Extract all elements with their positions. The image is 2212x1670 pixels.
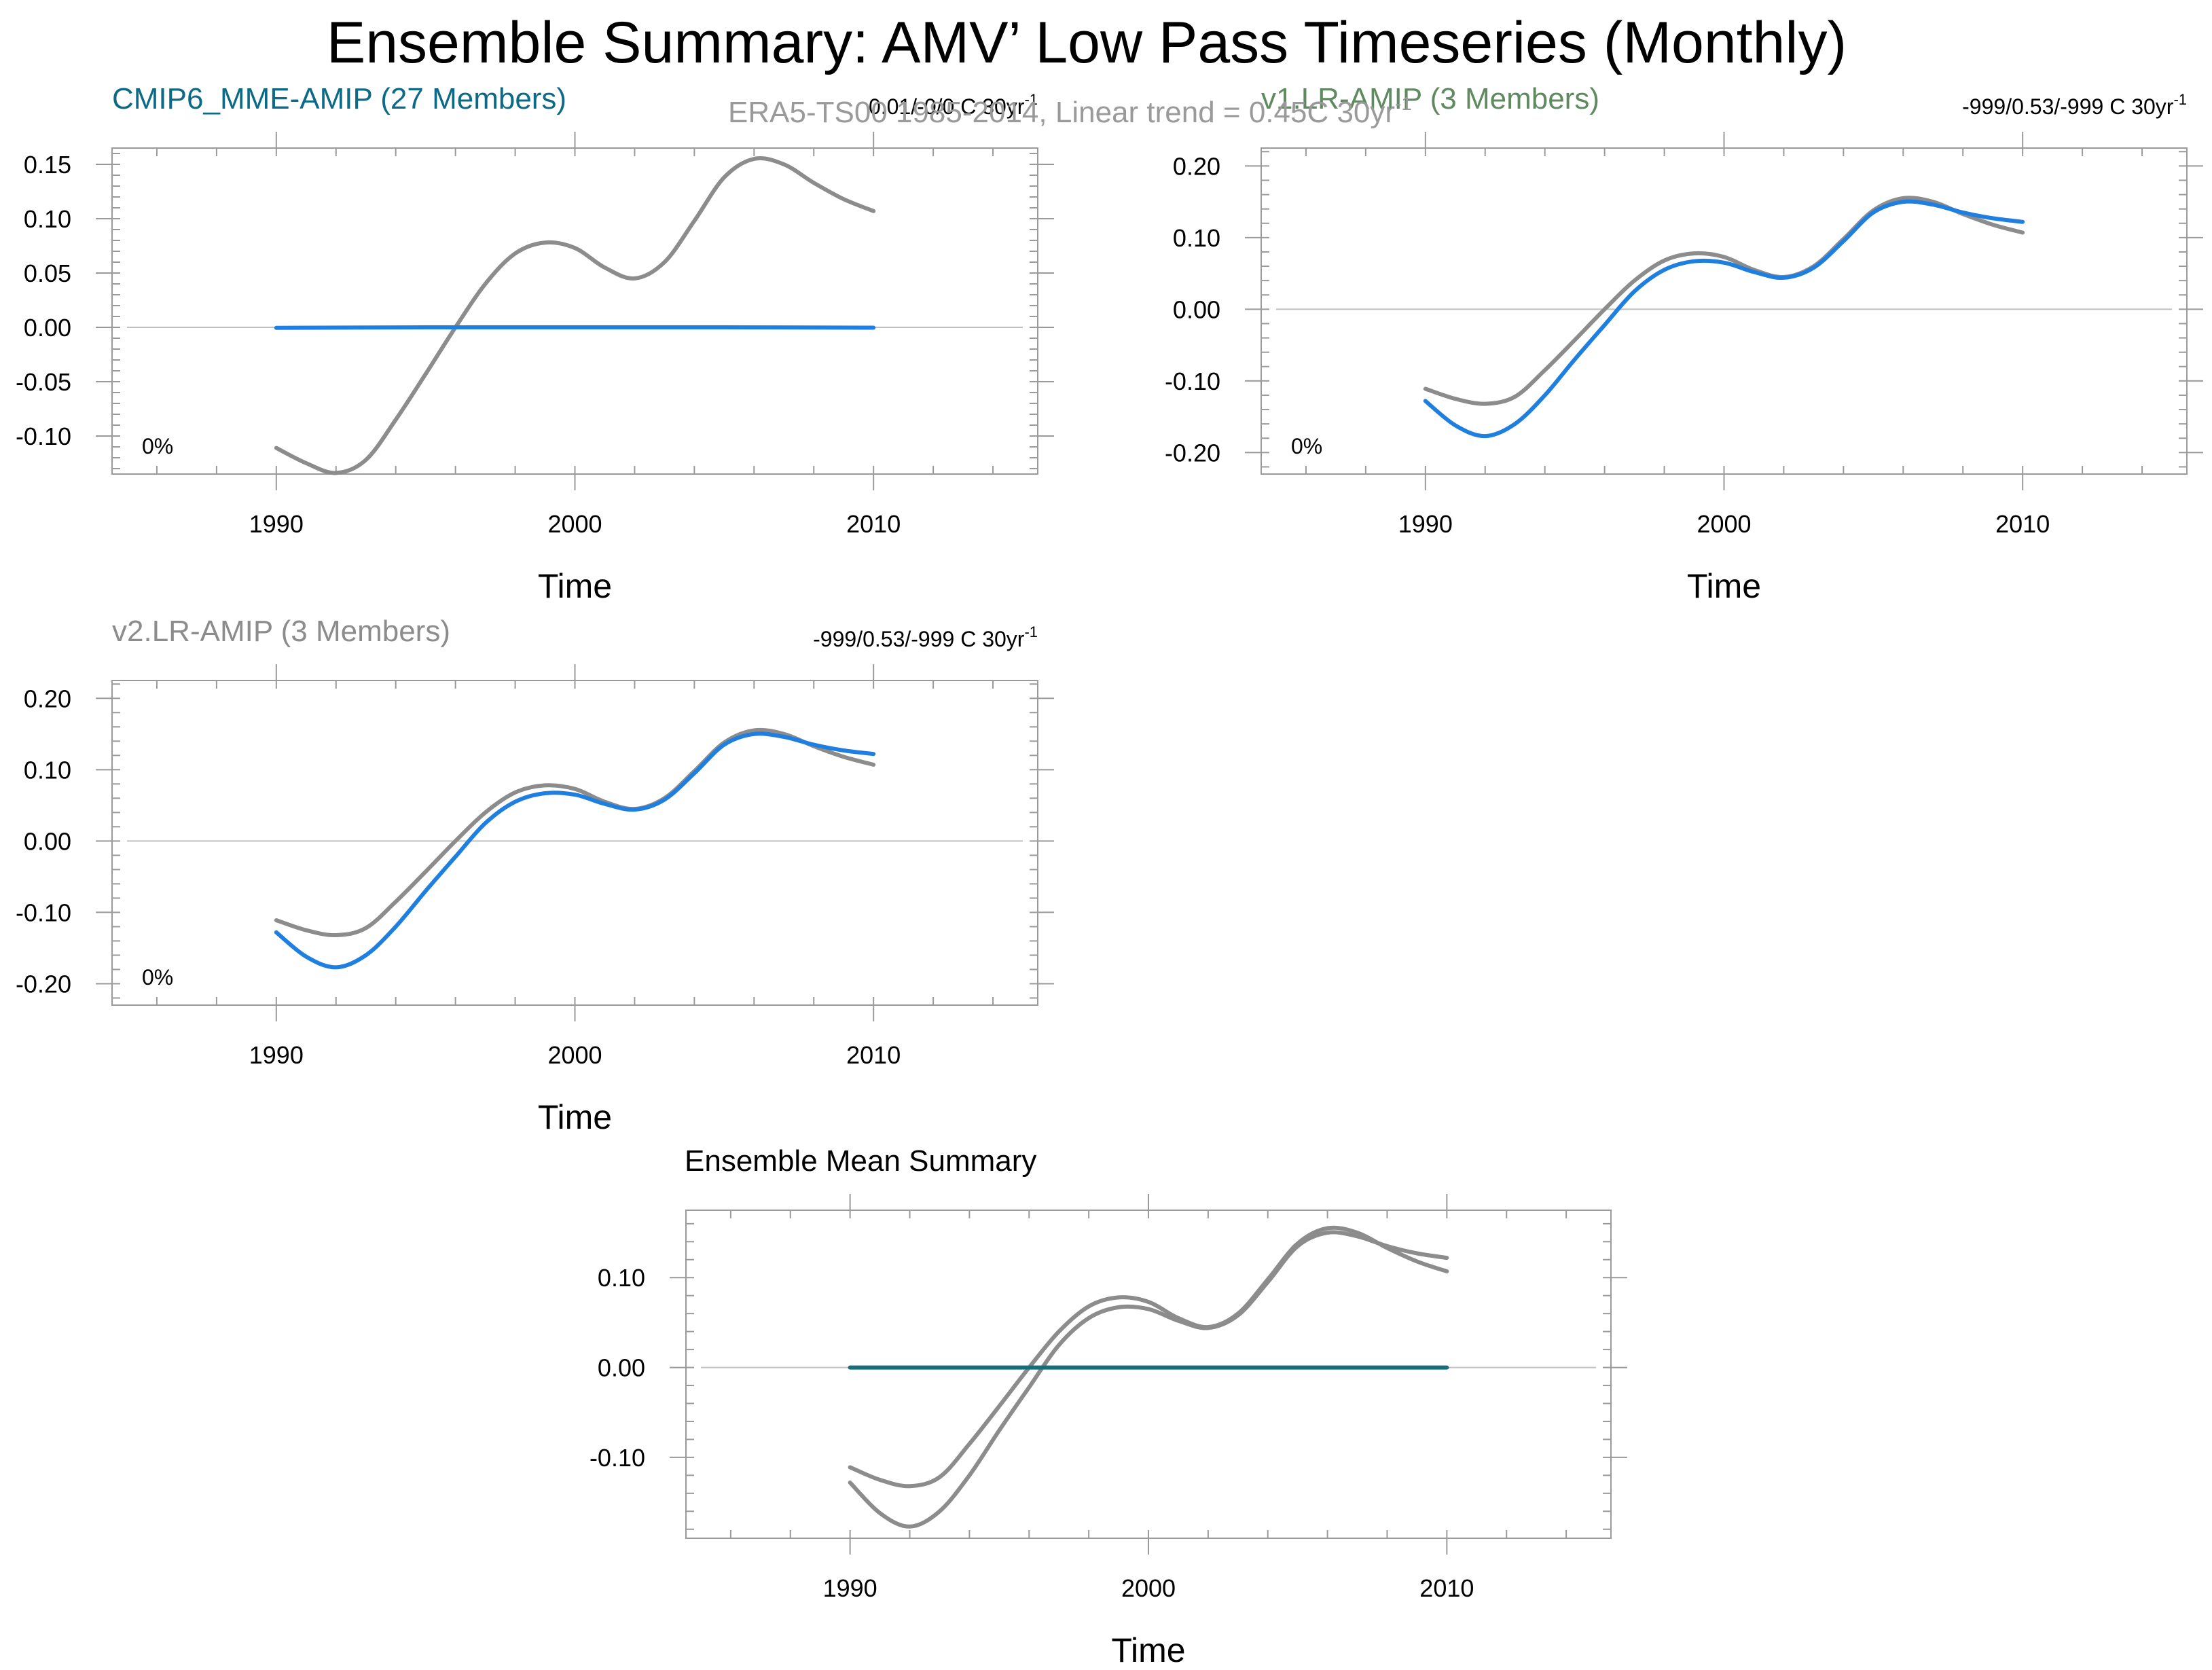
y-tick-label: 0.20 xyxy=(24,685,71,712)
series-line-model xyxy=(274,325,876,330)
x-tick-label: 2000 xyxy=(547,510,602,538)
y-tick-label: -0.10 xyxy=(16,422,71,450)
trend-label: -999/0.53/-999 C 30yr-1 xyxy=(813,623,1038,651)
y-tick-label: -0.05 xyxy=(16,368,71,396)
series-line-model xyxy=(1423,199,2025,439)
y-tick-label: 0.00 xyxy=(24,314,71,342)
x-tick-label: 2000 xyxy=(1697,510,1751,538)
y-tick-label: -0.10 xyxy=(16,898,71,926)
y-tick-label: 0.05 xyxy=(24,259,71,287)
x-tick-label: 1990 xyxy=(249,1041,304,1069)
obs-label-text: ERA5-TS00 1985-2014, Linear trend = 0.45… xyxy=(728,96,1395,129)
y-tick-label: 0.10 xyxy=(1173,224,1220,252)
series-line-obs xyxy=(274,727,876,938)
x-tick-label: 2010 xyxy=(846,1041,901,1069)
y-tick-label: 0.20 xyxy=(1173,152,1220,180)
percent-label: 0% xyxy=(142,434,173,458)
x-axis-label: Time xyxy=(538,1098,612,1136)
x-tick-label: 2000 xyxy=(1121,1574,1176,1602)
panel-title: v1.LR-AMIP (3 Members) xyxy=(1261,82,1599,115)
percent-label: 0% xyxy=(1291,434,1322,458)
panel-v2: 1990 2000 2010 -0.20 -0.10 0.00 0.10 0.20 v2.LR-… xyxy=(16,615,1054,1136)
x-tick-label: 1990 xyxy=(1398,510,1453,538)
y-tick-label: -0.20 xyxy=(1165,439,1220,467)
x-tick-label: 2010 xyxy=(846,510,901,538)
series-line-model_mean xyxy=(848,1230,1449,1529)
series-line-model xyxy=(274,731,876,970)
x-tick-label: 2010 xyxy=(1419,1574,1474,1602)
trend-label-sup: -1 xyxy=(1024,623,1038,640)
trend-label-text: 0.01/-0/0 C 30yr xyxy=(869,94,1025,119)
percent-label: 0% xyxy=(142,965,173,990)
trend-label-text: -999/0.53/-999 C 30yr xyxy=(813,627,1025,651)
obs-label-sup: -1 xyxy=(1395,93,1412,114)
y-tick-label: 0.10 xyxy=(24,205,71,233)
plot-frame xyxy=(685,1210,1612,1539)
figure-title: Ensemble Summary: AMV’ Low Pass Timeseri… xyxy=(327,10,1847,75)
y-tick-label: 0.10 xyxy=(24,756,71,784)
series-line-obs xyxy=(1423,196,2025,406)
y-tick-label: 0.00 xyxy=(598,1354,645,1382)
x-axis-label: Time xyxy=(538,567,612,605)
y-tick-label: 0.00 xyxy=(24,827,71,855)
x-tick-label: 2000 xyxy=(547,1041,602,1069)
y-tick-label: 0.10 xyxy=(598,1264,645,1292)
y-tick-label: -0.10 xyxy=(590,1444,645,1472)
panel-title: v2.LR-AMIP (3 Members) xyxy=(112,615,450,648)
x-tick-label: 2010 xyxy=(1995,510,2050,538)
panel-cmip6: 1990 2000 2010 -0.10 -0.05 0.00 0.05 0.10 0.15 CM… xyxy=(16,82,1054,605)
x-axis-label: Time xyxy=(1687,567,1761,605)
x-tick-label: 1990 xyxy=(823,1574,877,1602)
plot-frame xyxy=(111,680,1038,1006)
trend-label: -999/0.53/-999 C 30yr-1 xyxy=(1962,91,2187,119)
trend-label-sup: -1 xyxy=(1024,91,1038,108)
obs-label: ERA5-TS00 1985-2014, Linear trend = 0.45… xyxy=(728,93,1412,129)
y-tick-label: 0.15 xyxy=(24,151,71,179)
panel-mean: 1990 2000 2010 -0.10 0.00 0.10 Ensemble Mean S… xyxy=(590,1144,1627,1669)
panel-title: CMIP6_MME-AMIP (27 Members) xyxy=(112,82,566,115)
series-line-obs xyxy=(848,1225,1449,1489)
panel-v1: 1990 2000 2010 -0.20 -0.10 0.00 0.10 0.20 v1.LR-… xyxy=(1165,82,2203,605)
trend-label: 0.01/-0/0 C 30yr-1 xyxy=(869,91,1038,119)
y-tick-label: -0.10 xyxy=(1165,367,1220,395)
trend-label-text: -999/0.53/-999 C 30yr xyxy=(1962,94,2174,119)
x-axis-label: Time xyxy=(1111,1631,1185,1669)
plot-frame xyxy=(111,147,1038,475)
series-line-obs xyxy=(274,156,876,475)
x-tick-label: 1990 xyxy=(249,510,304,538)
panel-title: Ensemble Mean Summary xyxy=(685,1144,1036,1178)
trend-label-sup: -1 xyxy=(2173,91,2187,108)
plot-frame xyxy=(1261,147,2188,475)
y-tick-label: -0.20 xyxy=(16,970,71,998)
y-tick-label: 0.00 xyxy=(1173,295,1220,323)
